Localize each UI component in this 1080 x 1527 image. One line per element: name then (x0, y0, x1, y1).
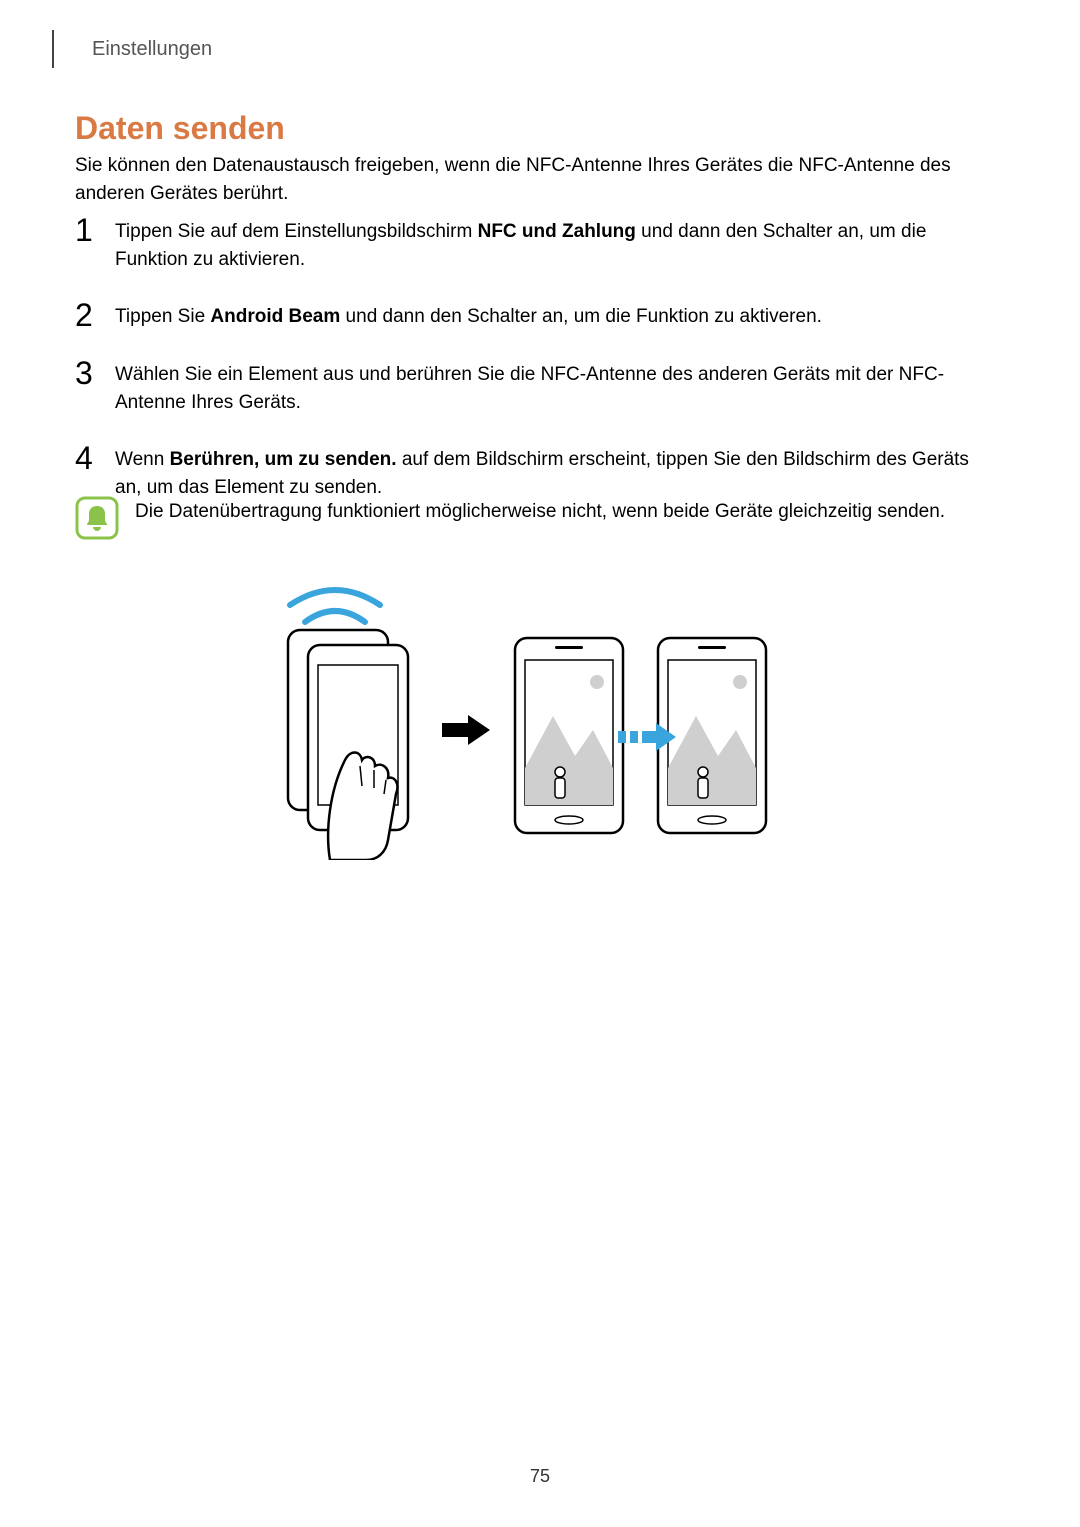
intro-paragraph: Sie können den Datenaustausch freigeben,… (75, 152, 965, 207)
step-text: Wenn Berühren, um zu senden. auf dem Bil… (107, 446, 975, 501)
step-pre: Wählen Sie ein Element aus und berühren … (115, 364, 944, 413)
nfc-illustration (270, 580, 810, 860)
step-text: Tippen Sie auf dem Einstellungsbildschir… (107, 218, 975, 273)
step-number: 4 (75, 442, 107, 474)
step-bold: NFC und Zahlung (478, 221, 636, 242)
step-2: 2 Tippen Sie Android Beam und dann den S… (75, 303, 975, 331)
note-icon (75, 496, 119, 540)
step-pre: Tippen Sie (115, 306, 210, 327)
step-bold: Berühren, um zu senden. (170, 449, 397, 470)
step-pre: Tippen Sie auf dem Einstellungsbildschir… (115, 221, 478, 242)
step-4: 4 Wenn Berühren, um zu senden. auf dem B… (75, 446, 975, 501)
header-rule (52, 30, 54, 68)
step-number: 3 (75, 357, 107, 389)
step-pre: Wenn (115, 449, 170, 470)
step-3: 3 Wählen Sie ein Element aus und berühre… (75, 361, 975, 416)
page-title: Daten senden (75, 110, 285, 147)
step-number: 1 (75, 214, 107, 246)
section-header: Einstellungen (92, 38, 212, 61)
page-number: 75 (0, 1466, 1080, 1487)
step-1: 1 Tippen Sie auf dem Einstellungsbildsch… (75, 218, 975, 273)
step-bold: Android Beam (210, 306, 340, 327)
step-text: Tippen Sie Android Beam und dann den Sch… (107, 303, 822, 331)
step-post: und dann den Schalter an, um die Funktio… (340, 306, 822, 327)
note-text: Die Datenübertragung funktioniert möglic… (135, 496, 945, 526)
step-number: 2 (75, 299, 107, 331)
note-box: Die Datenübertragung funktioniert möglic… (75, 496, 975, 540)
steps-list: 1 Tippen Sie auf dem Einstellungsbildsch… (75, 218, 975, 531)
step-text: Wählen Sie ein Element aus und berühren … (107, 361, 975, 416)
